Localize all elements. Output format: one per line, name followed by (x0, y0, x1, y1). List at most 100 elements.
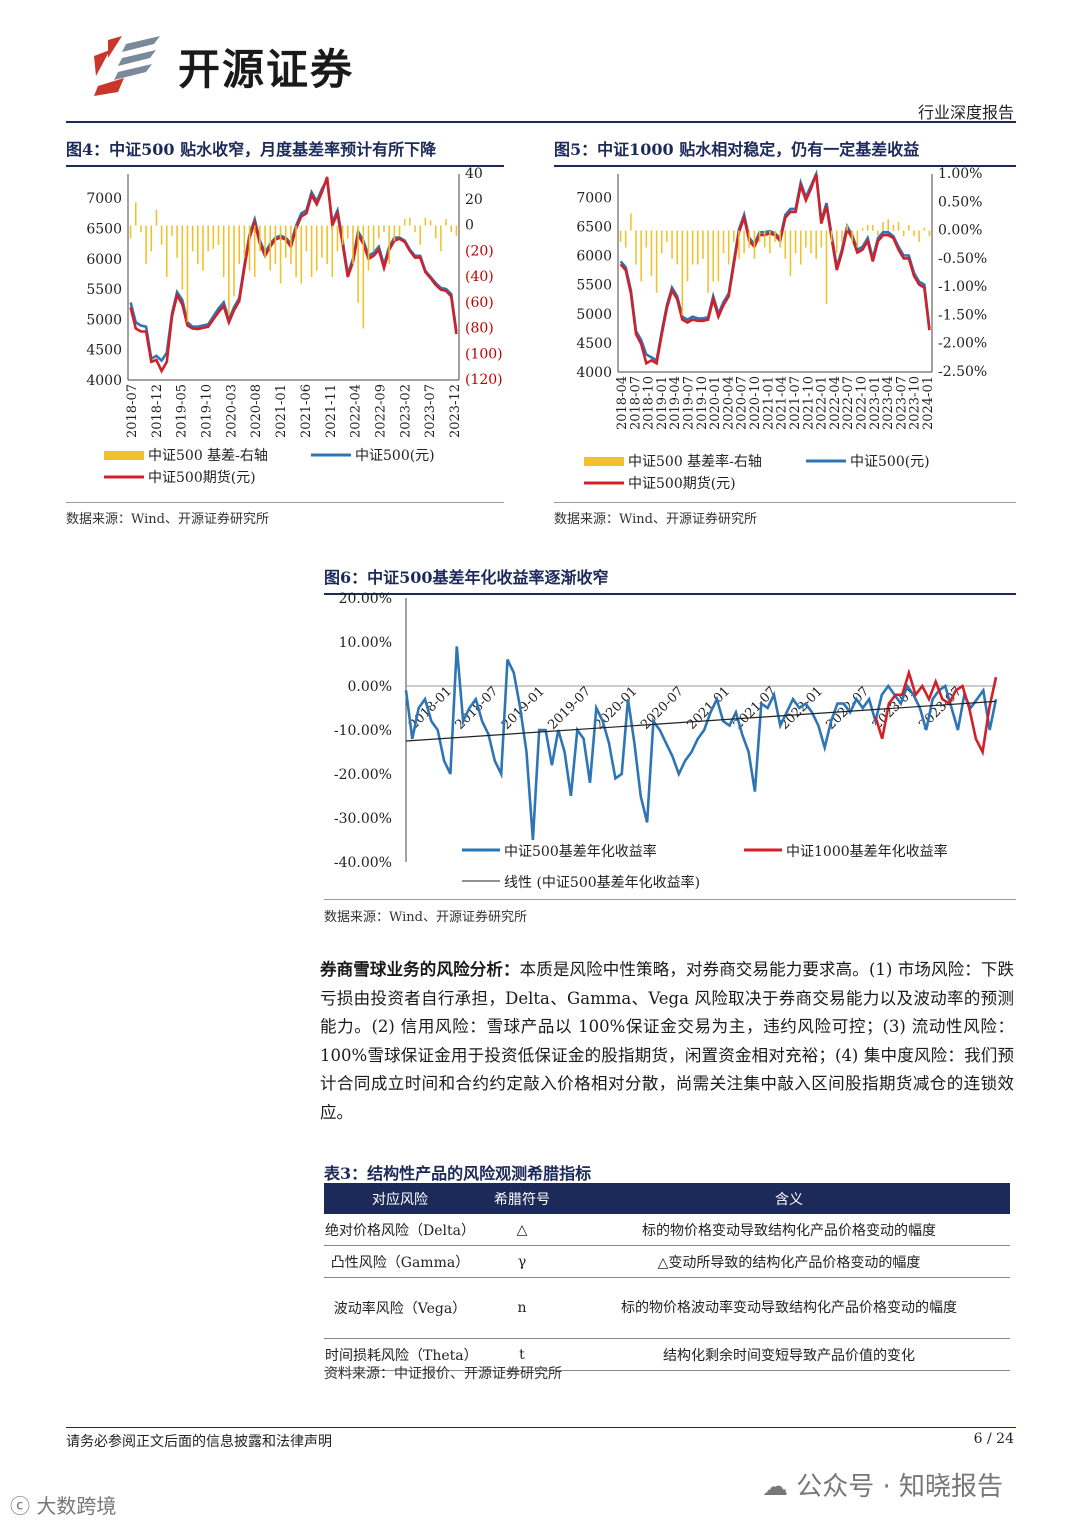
basis-bar (166, 225, 168, 277)
basis-bar (445, 219, 447, 226)
basis-bar (248, 225, 251, 271)
basis-bar (887, 219, 890, 231)
basis-bar (650, 230, 653, 276)
basis-bar (424, 217, 427, 226)
basis-bar (378, 225, 380, 239)
basis-bar (440, 225, 442, 252)
x-tick-label: 2020-10 (748, 376, 763, 430)
basis-bar (799, 230, 802, 265)
greeks-table: 对应风险 希腊符号 含义 绝对价格风险（Delta） △ 标的物价格变动导致结构… (324, 1183, 1010, 1371)
y-right-tick-label: -2.00% (938, 336, 987, 352)
watermark-right: ☁ 公众号 · 知晓报告 (762, 1466, 1003, 1503)
header-risk: 对应风险 (324, 1183, 476, 1214)
basis-bar (645, 230, 648, 248)
basis-bar (300, 225, 303, 284)
basis-bar (243, 225, 246, 258)
y-right-tick-label: -1.50% (938, 307, 987, 323)
basis-bar (393, 225, 396, 241)
figure-6-chart: 20.00% 10.00% 0.00% -10.00% -20.00% -30.00% -4… (334, 591, 998, 891)
figure-4-title: 图4：中证500 贴水收窄，月度基差率预计有所下降 (66, 136, 504, 167)
y-tick-label: -40.00% (334, 855, 392, 871)
x-tick-label: 2022-09 (373, 384, 388, 438)
x-tick-label: 2023-10 (908, 376, 923, 430)
figure-6-title: 图6：中证500基差年化收益率逐渐收窄 (324, 564, 1016, 595)
basis-bar (279, 225, 282, 284)
basis-bar (743, 230, 745, 254)
y-tick-label: -30.00% (334, 811, 392, 827)
cell-meaning: 标的物价格波动率变动导致结构化产品价格变动的幅度 (568, 1277, 1010, 1339)
y-right-tick-label: 40 (465, 166, 483, 182)
legend-label: 中证500(元) (850, 454, 930, 470)
x-tick-label: 2020-07 (735, 376, 750, 430)
basis-bar (403, 219, 406, 226)
basis-bar (315, 225, 318, 271)
legend-label: 中证500(元) (355, 448, 435, 464)
y-left-tick-label: 4000 (86, 373, 122, 389)
footer-rule (66, 1427, 1016, 1428)
y-tick-label: 0.00% (348, 679, 392, 695)
x-tick-label: 2020-03 (224, 384, 239, 438)
x-tick-label: 2019-04 (668, 376, 683, 430)
legend-label: 中证500期货(元) (628, 475, 736, 492)
basis-bar (851, 230, 853, 242)
y-right-tick-label: 0.00% (938, 223, 982, 239)
basis-bar (712, 230, 715, 282)
basis-bar (269, 225, 272, 271)
y-right-tick-label: (40) (465, 269, 494, 285)
header-rule (66, 121, 1016, 123)
legend-label: 中证500期货(元) (148, 469, 256, 486)
basis-bar (295, 225, 297, 277)
header-meaning: 含义 (568, 1183, 1010, 1214)
basis-bar (640, 230, 642, 282)
y-left-tick-label: 6000 (576, 249, 612, 265)
basis-bar (181, 225, 184, 290)
table-3-title: 表3：结构性产品的风险观测希腊指标 (324, 1164, 592, 1183)
y-tick-label: 10.00% (339, 635, 392, 651)
x-tick-label: 2018-07 (125, 384, 140, 438)
basis-bar (815, 230, 817, 259)
legend-label: 线性 (中证500基差年化收益率) (504, 874, 700, 891)
paragraph-body: 本质是风险中性策略，对券商交易能力要求高。(1) 市场风险：下跌亏损由投资者自行… (320, 960, 1015, 1122)
y-left-tick-label: 5000 (576, 307, 612, 323)
x-tick-label: 2022-04 (349, 384, 364, 438)
basis-bar (372, 225, 375, 252)
basis-bar (455, 225, 458, 236)
basis-bar (918, 230, 920, 242)
y-left-tick-label: 5500 (576, 278, 612, 294)
cell-risk: 绝对价格风险（Delta） (324, 1214, 476, 1246)
y-left-tick-label: 6000 (86, 252, 122, 268)
basis-bar (619, 230, 622, 242)
basis-bar (666, 230, 668, 242)
basis-bar (352, 225, 354, 265)
basis-bar (212, 225, 215, 249)
x-tick-label: 2020-01 (708, 376, 723, 430)
basis-bar (897, 222, 900, 231)
footer-disclaimer: 请务必参阅正文后面的信息披露和法律声明 (66, 1434, 332, 1450)
x-tick-label: 2021-11 (324, 384, 339, 438)
basis-bar (434, 225, 437, 239)
x-tick-label: 2019-01 (655, 376, 670, 430)
cell-symbol: △ (476, 1214, 568, 1246)
basis-bar (789, 230, 792, 276)
basis-bar (830, 230, 833, 242)
x-tick-label: 2022-04 (828, 376, 843, 430)
basis-bar (284, 225, 287, 258)
basis-bar (805, 230, 807, 248)
basis-bar (274, 225, 277, 265)
x-tick-label: 2021-07 (731, 684, 780, 733)
y-left-tick-label: 7000 (86, 191, 122, 207)
x-tick-label: 2022-07 (841, 376, 856, 430)
table-row: 凸性风险（Gamma） γ △变动所导致的结构化产品价格变动的幅度 (324, 1245, 1010, 1278)
basis-bar (191, 225, 194, 252)
x-tick-label: 2018-10 (642, 376, 657, 430)
basis-bar (892, 224, 895, 231)
table-header-row: 对应风险 希腊符号 含义 (324, 1183, 1010, 1214)
basis-bar (882, 222, 884, 231)
paragraph-lead: 券商雪球业务的风险分析： (320, 960, 520, 979)
basis-bar (722, 230, 725, 254)
basis-bar (305, 225, 308, 252)
y-left-tick-label: 5500 (86, 282, 122, 298)
index-line (129, 176, 458, 363)
basis-bar (217, 225, 220, 245)
y-right-tick-label: -1.00% (938, 279, 987, 295)
